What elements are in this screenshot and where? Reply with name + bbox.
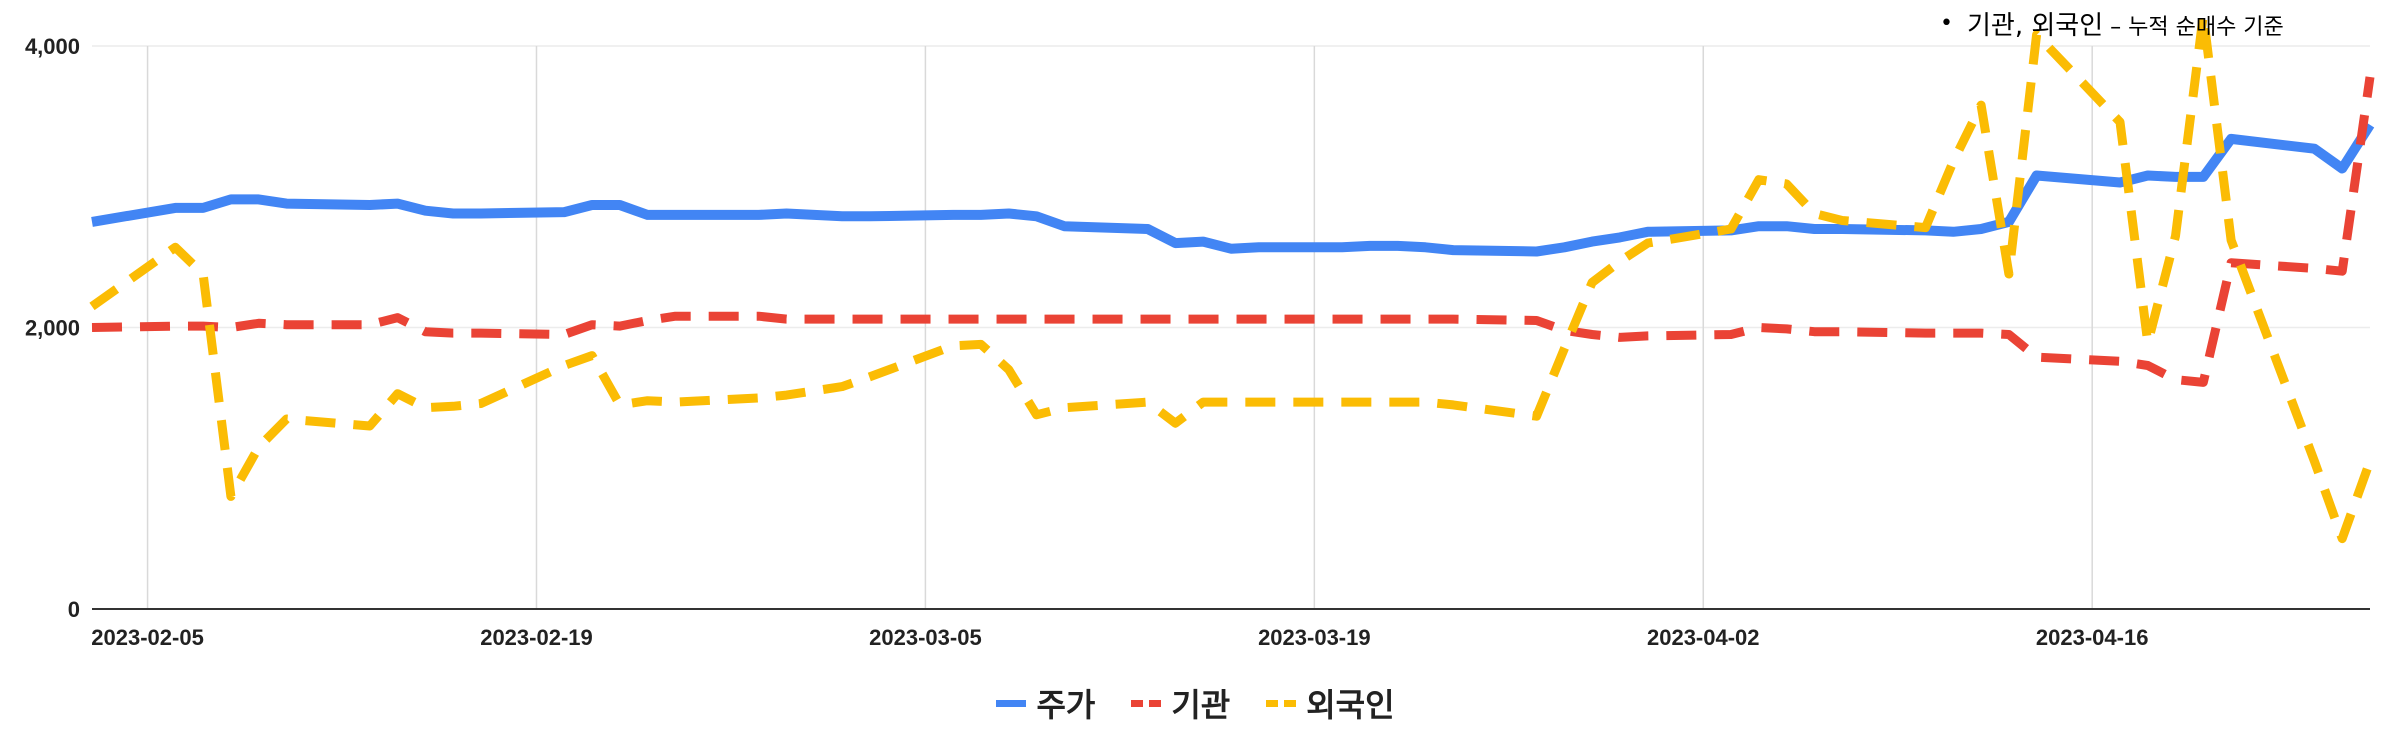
x-tick-label: 2023-03-19	[1258, 625, 1371, 650]
note-text: 기관, 외국인 – 누적 순매수 기준	[1967, 5, 2284, 42]
legend-item-1: 기관	[1131, 680, 1230, 726]
legend-swatch	[1131, 699, 1162, 707]
legend-label: 외국인	[1306, 686, 1395, 724]
series-line-1	[91, 76, 2375, 387]
note-bullet: •	[1940, 10, 1953, 36]
chart-note: • 기관, 외국인 – 누적 순매수 기준	[1940, 0, 2284, 46]
x-tick-label: 2023-02-19	[480, 625, 593, 650]
series-line-2	[89, 10, 2375, 544]
x-tick-label: 2023-04-02	[1647, 625, 1760, 650]
legend-item-0: 주가	[996, 680, 1095, 726]
grid-layer	[92, 45, 2370, 609]
series-layer	[89, 10, 2375, 544]
chart-legend: 주가 기관 외국인	[0, 680, 2391, 726]
y-tick-label: 2,000	[25, 316, 80, 341]
legend-swatch	[1266, 699, 1297, 707]
y-tick-label: 0	[68, 597, 80, 622]
legend-swatch	[996, 699, 1027, 707]
y-tick-label: 4,000	[25, 34, 80, 59]
x-tick-label: 2023-03-05	[869, 625, 982, 650]
note-rest-text: – 누적 순매수 기준	[2103, 14, 2284, 40]
note-main-text: 기관, 외국인	[1966, 10, 2104, 41]
legend-label: 기관	[1171, 686, 1231, 724]
series-line-0	[91, 122, 2375, 257]
legend-label: 주가	[1036, 686, 1096, 724]
x-tick-label: 2023-04-16	[2036, 625, 2149, 650]
x-tick-label: 2023-02-05	[91, 625, 204, 650]
axis-layer: 0 2,000 4,000 2023-02-05 2023-02-19 2023-03-0…	[25, 34, 2370, 650]
legend-item-2: 외국인	[1266, 680, 1395, 726]
